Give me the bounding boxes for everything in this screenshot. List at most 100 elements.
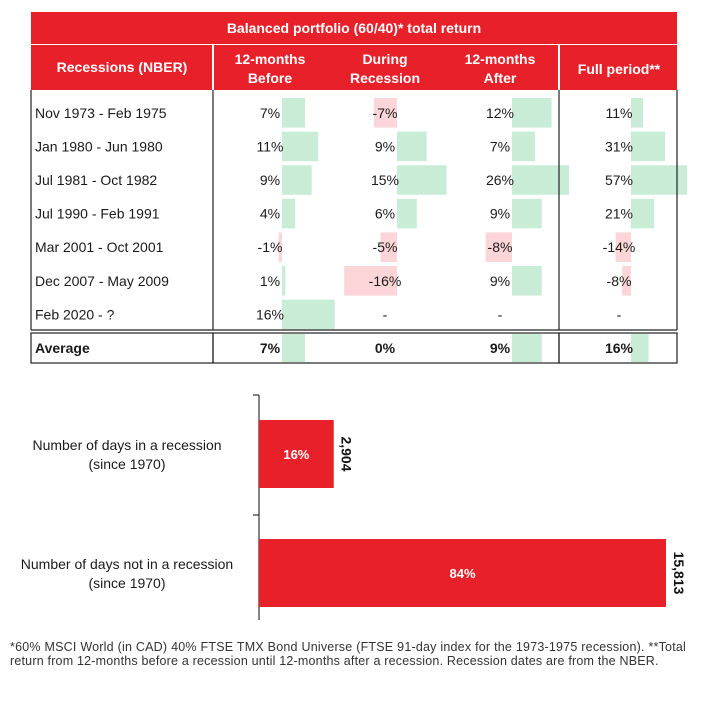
recession-days-chart: 16% 2,904 Number of days in a recession (si… <box>21 394 687 620</box>
cell-before: 7% <box>260 340 281 356</box>
cell-during: 6% <box>375 206 395 222</box>
cell-before: 4% <box>260 206 280 222</box>
cell-full: - <box>617 306 622 322</box>
heat-bar-during <box>397 165 447 195</box>
heat-bar-after <box>512 165 569 195</box>
bar-value-label: 2,904 <box>339 436 355 471</box>
heat-bar-full <box>631 131 666 162</box>
heat-bar-during <box>397 131 427 162</box>
bar-in-recession <box>259 420 334 488</box>
heat-bar-during <box>373 98 397 128</box>
table-row: Dec 2007 - May 2009 1% -16% 9% -8% <box>35 266 631 296</box>
row-label: Average <box>35 340 90 356</box>
table-row: Nov 1973 - Feb 1975 7% -7% 12% 11% <box>35 98 644 128</box>
header-before-line1: 12-months <box>235 51 306 67</box>
table-title: Balanced portfolio (60/40)* total return <box>227 20 481 36</box>
cell-after: -8% <box>488 239 513 255</box>
cell-after: 12% <box>486 105 514 121</box>
heat-bar-before <box>278 232 282 262</box>
heat-bar-full <box>615 232 631 262</box>
row-label: Feb 2020 - ? <box>35 306 115 322</box>
row-label: Dec 2007 - May 2009 <box>35 273 169 289</box>
heat-bar-after <box>512 131 536 162</box>
header-during-line1: During <box>362 51 407 67</box>
average-row: Average 7% 0% 9% 16% <box>35 334 649 362</box>
table-row: Feb 2020 - ? 16% - - - <box>35 299 622 330</box>
cell-before: 1% <box>260 273 280 289</box>
header-before-line2: Before <box>248 70 293 86</box>
returns-table: Balanced portfolio (60/40)* total return… <box>30 12 687 364</box>
header-after-line1: 12-months <box>465 51 536 67</box>
cell-after: 26% <box>486 172 514 188</box>
bar-not-in-recession <box>259 539 666 607</box>
cell-during: 0% <box>375 340 396 356</box>
row-label: Mar 2001 - Oct 2001 <box>35 239 164 255</box>
row-label: Jul 1981 - Oct 1982 <box>35 172 157 188</box>
heat-bar-before <box>282 131 319 162</box>
category-label: (since 1970) <box>88 456 165 472</box>
header-after-line2: After <box>484 70 517 86</box>
table-header-bar <box>31 45 677 90</box>
table-row: Jul 1990 - Feb 1991 4% 6% 9% 21% <box>35 198 655 229</box>
heat-bar-full <box>631 98 644 128</box>
header-full: Full period** <box>578 61 661 77</box>
cell-full: -8% <box>607 273 632 289</box>
cell-full: 16% <box>605 340 634 356</box>
table-title-bar <box>31 12 677 44</box>
heat-bar-before <box>282 165 312 195</box>
heat-bar-before <box>282 334 306 362</box>
cell-after: - <box>498 306 503 322</box>
bar-value-label: 15,813 <box>671 552 687 595</box>
heat-bar-before <box>282 299 335 330</box>
cell-full: -14% <box>603 239 636 255</box>
cell-after: 7% <box>490 138 510 154</box>
cell-full: 21% <box>605 206 633 222</box>
cell-during: - <box>383 306 388 322</box>
heat-bar-full <box>631 165 687 195</box>
heat-bar-before <box>282 98 306 128</box>
table-row: Jul 1981 - Oct 1982 9% 15% 26% 57% <box>35 165 687 195</box>
cell-full: 11% <box>606 105 633 121</box>
cell-before: 16% <box>256 306 284 322</box>
cell-during: 15% <box>371 172 399 188</box>
cell-full: 31% <box>605 138 633 154</box>
footnote: *60% MSCI World (in CAD) 40% FTSE TMX Bo… <box>10 640 686 668</box>
row-label: Jan 1980 - Jun 1980 <box>35 138 163 154</box>
heat-bar-after <box>512 334 542 362</box>
heat-bar-before <box>282 198 296 229</box>
category-label: Number of days not in a recession <box>21 556 233 572</box>
bar-percent-label: 16% <box>283 447 309 462</box>
heat-bar-during <box>380 232 397 262</box>
heat-bar-during <box>397 198 417 229</box>
heat-bar-full <box>622 266 631 296</box>
cell-during: -16% <box>369 273 402 289</box>
category-label: Number of days in a recession <box>32 437 221 453</box>
cell-during: -7% <box>373 105 398 121</box>
cell-before: -1% <box>258 239 283 255</box>
cell-during: 9% <box>375 138 395 154</box>
heat-bar-full <box>631 334 649 362</box>
heat-bar-during <box>344 266 397 296</box>
heat-bar-full <box>631 198 655 229</box>
cell-after: 9% <box>490 340 511 356</box>
header-recessions: Recessions (NBER) <box>57 59 188 75</box>
heat-bar-after <box>512 266 542 296</box>
heat-bar-after <box>512 98 552 128</box>
header-during-line2: Recession <box>350 70 420 86</box>
heat-bar-after <box>512 198 542 229</box>
heat-bar-before <box>282 266 286 296</box>
table-row: Jan 1980 - Jun 1980 11% 9% 7% 31% <box>35 131 666 162</box>
cell-after: 9% <box>490 206 510 222</box>
table-row: Mar 2001 - Oct 2001 -1% -5% -8% -14% <box>35 232 635 262</box>
row-label: Jul 1990 - Feb 1991 <box>35 206 160 222</box>
bar-percent-label: 84% <box>449 566 475 581</box>
cell-after: 9% <box>490 273 510 289</box>
heat-bar-after <box>485 232 512 262</box>
cell-during: -5% <box>373 239 398 255</box>
cell-full: 57% <box>605 172 633 188</box>
row-label: Nov 1973 - Feb 1975 <box>35 105 167 121</box>
cell-before: 7% <box>260 105 280 121</box>
cell-before: 11% <box>257 138 284 154</box>
category-label: (since 1970) <box>88 575 165 591</box>
cell-before: 9% <box>260 172 280 188</box>
